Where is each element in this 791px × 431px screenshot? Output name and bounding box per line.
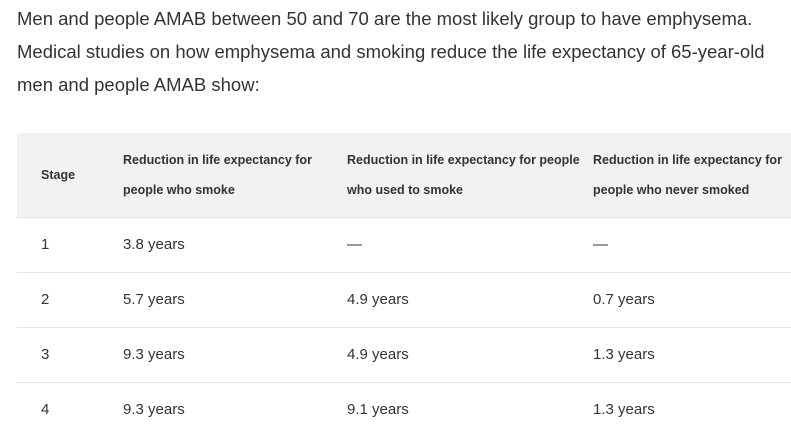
cell-stage: 1 [17,217,123,273]
table-header-row: Stage Reduction in life expectancy for p… [17,133,791,218]
cell-never-smoked: 1.3 years [593,327,791,383]
cell-used-to-smoke: 4.9 years [347,327,593,383]
cell-stage: 4 [41,401,50,419]
cell-stage: 2 [17,272,123,328]
cell-smoke: 9.3 years [123,401,185,419]
table-row: 2 5.7 years 4.9 years 0.7 years [17,272,791,328]
life-expectancy-table: Stage Reduction in life expectancy for p… [17,133,791,431]
life-expectancy-table-container: Stage Reduction in life expectancy for p… [17,133,791,431]
intro-paragraph: Men and people AMAB between 50 and 70 ar… [17,8,765,95]
header-stage: Stage [17,133,123,218]
table-header: Stage Reduction in life expectancy for p… [17,133,791,218]
table-row: 1 3.8 years — — [17,217,791,273]
cell-used-to-smoke: 9.1 years [347,401,409,419]
cell-used-to-smoke: 4.9 years [347,272,593,328]
table-body: 1 3.8 years — — 2 5.7 years 4.9 years 0.… [17,217,791,431]
cell-smoke: 5.7 years [123,272,347,328]
cell-stage: 3 [17,327,123,383]
header-smoke: Reduction in life expectancy for people … [123,133,347,218]
header-never-smoked: Reduction in life expectancy for people … [593,133,791,218]
cell-smoke: 3.8 years [123,217,347,273]
cell-used-to-smoke: — [347,217,593,273]
cell-never-smoked: 1.3 years [593,401,655,419]
header-used-to-smoke: Reduction in life expectancy for people … [347,133,593,218]
table-row: 3 9.3 years 4.9 years 1.3 years [17,327,791,383]
cell-smoke: 9.3 years [123,327,347,383]
cell-never-smoked: — [593,217,791,273]
cell-never-smoked: 0.7 years [593,272,791,328]
table-row: 4 9.3 years 9.1 years 1.3 years [17,382,791,431]
